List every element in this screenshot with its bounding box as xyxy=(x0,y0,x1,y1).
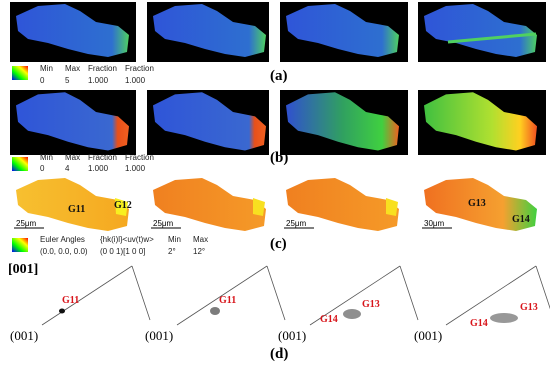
scale-label: 25μm xyxy=(16,219,37,228)
legend-value: 1.000 xyxy=(88,76,109,85)
grain-label: G12 xyxy=(114,200,132,211)
legend-value: 1.000 xyxy=(125,164,146,173)
grain-label: G11 xyxy=(219,295,236,306)
scale-label: 25μm xyxy=(286,219,307,228)
legend-value: 0 xyxy=(40,164,45,173)
row-c: G11 G12 25μm 25μm 25μm G13 G14 30μm Eule… xyxy=(12,178,537,256)
legend-header: Max xyxy=(65,64,80,73)
direction-label: [001] xyxy=(8,262,38,277)
legend-value: 4 xyxy=(65,164,70,173)
grain-label: G14 xyxy=(320,314,338,325)
pole-figure: G11 (001) xyxy=(145,265,286,343)
legend-value: 1.000 xyxy=(88,164,109,173)
map-image xyxy=(280,2,408,62)
legend-value: 5 xyxy=(65,76,70,85)
legend-header: Min xyxy=(40,64,53,73)
legend-header: Fraction xyxy=(88,64,117,73)
pole-figure: G11 (001) xyxy=(10,265,151,343)
orientation-map: 25μm xyxy=(284,178,399,231)
grain-label: G11 xyxy=(62,295,79,306)
scale-label: 25μm xyxy=(153,219,174,228)
grain-label: G13 xyxy=(520,302,538,313)
map-image xyxy=(147,2,269,62)
scale-label: 30μm xyxy=(424,219,445,228)
legend-header: Fraction xyxy=(125,153,154,162)
pole-label: (001) xyxy=(414,328,442,343)
pole-figure: G13 G14 (001) xyxy=(278,265,419,343)
legend-header: Max xyxy=(65,153,80,162)
grain-label: G13 xyxy=(468,198,486,209)
map-image xyxy=(10,2,136,62)
map-image xyxy=(418,2,546,62)
legend-header: Fraction xyxy=(125,64,154,73)
orientation-map: 25μm xyxy=(151,178,266,231)
legend-header: Euler Angles xyxy=(40,235,85,244)
legend-header: Min xyxy=(40,153,53,162)
orientation-map: G13 G14 30μm xyxy=(422,178,537,231)
row-d: [001] G11 (001) G11 (001) G13 G14 (001) … xyxy=(8,262,550,362)
grain-label: G13 xyxy=(362,299,380,310)
pole-label: (001) xyxy=(10,328,38,343)
color-key xyxy=(12,66,28,80)
grain-label: G14 xyxy=(470,318,488,329)
row-b: Min Max Fraction Fraction 0 4 1.000 1.00… xyxy=(10,90,546,173)
legend-header: {hk(i)l}<uv(t)w> xyxy=(100,235,154,244)
grain-label: G14 xyxy=(512,214,530,225)
orientation-map: G11 G12 25μm xyxy=(14,178,132,231)
legend-header: Fraction xyxy=(88,153,117,162)
map-image xyxy=(280,90,408,155)
legend-value: 2° xyxy=(168,247,176,256)
legend-header: Max xyxy=(193,235,208,244)
legend-value: 0 xyxy=(40,76,45,85)
map-image xyxy=(10,90,136,155)
pole-figure: G13 G14 (001) xyxy=(414,265,550,343)
legend-value: 12° xyxy=(193,247,205,256)
legend-value: (0.0, 0.0, 0.0) xyxy=(40,247,88,256)
map-image xyxy=(418,90,546,155)
panel-label: (a) xyxy=(270,68,288,84)
legend-value: 1.000 xyxy=(125,76,146,85)
row-a: Min Max Fraction Fraction 0 5 1.000 1.00… xyxy=(10,2,546,85)
pole-label: (001) xyxy=(278,328,306,343)
pole-label: (001) xyxy=(145,328,173,343)
map-image xyxy=(147,90,269,155)
color-key xyxy=(12,238,28,252)
panel-label: (d) xyxy=(270,346,288,362)
panel-label: (b) xyxy=(270,150,288,166)
color-key xyxy=(12,157,28,171)
grain-label: G11 xyxy=(68,204,85,215)
legend-header: Min xyxy=(168,235,181,244)
legend-value: (0 0 1)[1 0 0] xyxy=(100,247,145,256)
panel-label: (c) xyxy=(270,236,287,252)
